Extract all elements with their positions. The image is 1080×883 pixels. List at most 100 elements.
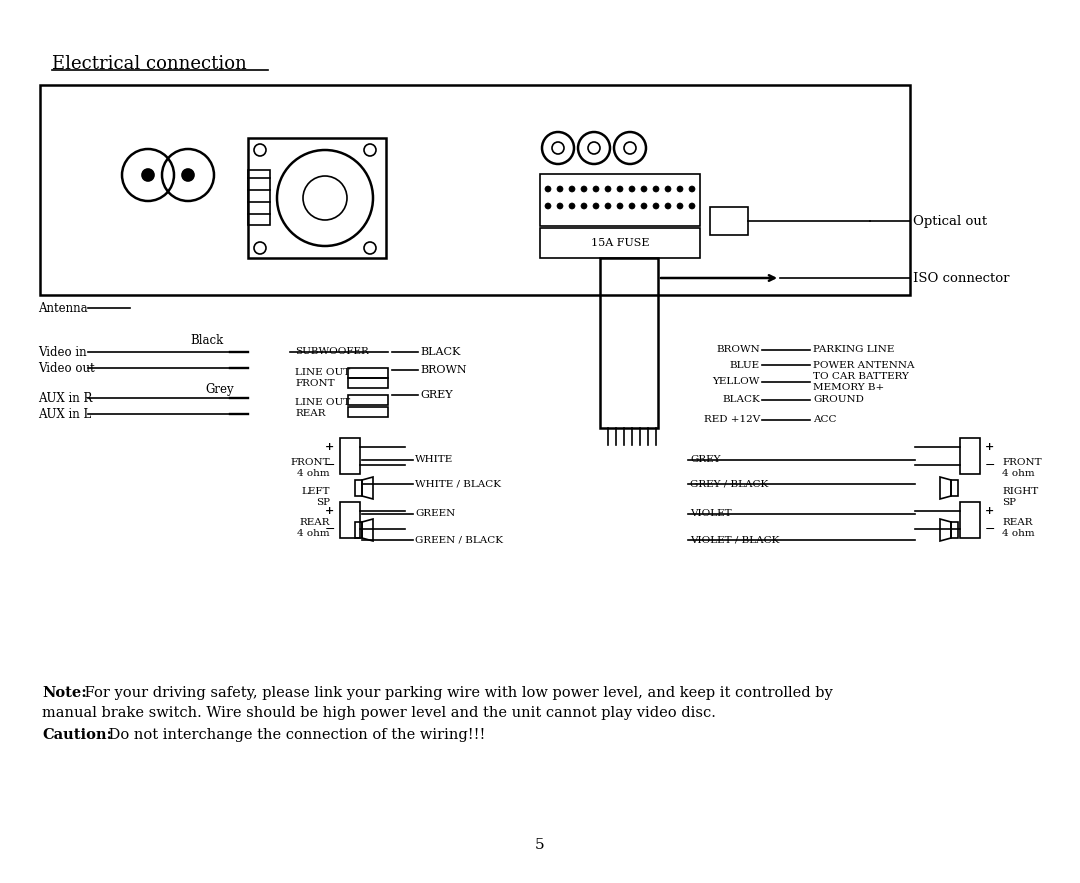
Text: +: + [325,505,335,517]
Circle shape [677,203,683,209]
Bar [40,85,910,295]
Text: +: + [325,442,335,452]
Bar [540,228,700,258]
Text: VIOLET: VIOLET [690,509,731,518]
Circle shape [642,203,647,209]
Text: WHITE / BLACK: WHITE / BLACK [415,479,501,488]
Text: BROWN: BROWN [716,345,760,354]
Text: VIOLET / BLACK: VIOLET / BLACK [690,535,780,545]
Circle shape [545,186,551,192]
Text: GREY / BLACK: GREY / BLACK [690,479,768,488]
Circle shape [141,169,154,181]
Bar [540,174,700,226]
Text: BROWN: BROWN [420,365,467,375]
Bar [248,138,386,258]
Circle shape [617,203,623,209]
Text: RIGHT
SP: RIGHT SP [1002,487,1038,507]
Circle shape [581,203,588,209]
Circle shape [569,203,575,209]
Circle shape [665,203,671,209]
Text: Electrical connection: Electrical connection [52,55,246,73]
Text: LINE OUT
FRONT: LINE OUT FRONT [295,368,350,388]
Text: Black: Black [190,334,224,346]
Text: manual brake switch. Wire should be high power level and the unit cannot play vi: manual brake switch. Wire should be high… [42,706,716,720]
Bar [600,258,658,428]
Text: −: − [985,458,996,472]
Text: GREEN: GREEN [415,509,456,518]
Text: GROUND: GROUND [813,396,864,404]
Text: Note:: Note: [42,686,86,700]
Text: BLACK: BLACK [420,347,460,357]
Text: Antenna: Antenna [38,301,87,314]
Bar [340,438,360,474]
Circle shape [557,186,563,192]
Circle shape [689,186,696,192]
Bar [348,395,388,405]
Text: Video out: Video out [38,361,95,374]
Text: Optical out: Optical out [913,215,987,228]
Bar [710,207,748,235]
Bar [951,480,958,496]
Text: +: + [985,505,995,517]
Text: 15A FUSE: 15A FUSE [591,238,649,248]
Circle shape [629,186,635,192]
Circle shape [665,186,671,192]
Text: FRONT
4 ohm: FRONT 4 ohm [1002,458,1041,478]
Text: ACC: ACC [813,416,837,425]
Text: −: − [325,523,335,535]
Text: FRONT
4 ohm: FRONT 4 ohm [291,458,330,478]
Text: BLUE: BLUE [730,360,760,369]
Text: GREY: GREY [690,456,720,464]
Text: Do not interchange the connection of the wiring!!!: Do not interchange the connection of the… [104,728,485,742]
Bar [355,522,362,538]
Bar [355,480,362,496]
Text: LEFT
SP: LEFT SP [301,487,330,507]
Text: SUBWOOFER: SUBWOOFER [295,348,368,357]
Circle shape [605,186,611,192]
Bar [960,438,980,474]
Circle shape [677,186,683,192]
Bar [248,170,270,225]
Text: Grey: Grey [205,383,233,396]
Circle shape [642,186,647,192]
Text: AUX in R: AUX in R [38,391,93,404]
Circle shape [569,186,575,192]
Text: For your driving safety, please link your parking wire with low power level, and: For your driving safety, please link you… [80,686,833,700]
Circle shape [653,186,659,192]
Text: TO CAR BATTERY
MEMORY B+: TO CAR BATTERY MEMORY B+ [813,373,909,392]
Circle shape [557,203,563,209]
Circle shape [593,186,599,192]
Text: +: + [985,442,995,452]
Circle shape [629,203,635,209]
Circle shape [545,203,551,209]
Text: REAR
4 ohm: REAR 4 ohm [297,518,330,538]
Text: REAR
4 ohm: REAR 4 ohm [1002,518,1035,538]
Bar [348,378,388,388]
Text: Caution:: Caution: [42,728,112,742]
Circle shape [581,186,588,192]
Text: POWER ANTENNA: POWER ANTENNA [813,360,915,369]
Circle shape [617,186,623,192]
Bar [951,522,958,538]
Bar [340,502,360,538]
Text: AUX in L: AUX in L [38,407,91,420]
Text: GREEN / BLACK: GREEN / BLACK [415,535,503,545]
Bar [348,407,388,417]
Text: BLACK: BLACK [723,396,760,404]
Text: WHITE: WHITE [415,456,454,464]
Text: YELLOW: YELLOW [713,378,760,387]
Circle shape [183,169,194,181]
Text: PARKING LINE: PARKING LINE [813,345,894,354]
Circle shape [593,203,599,209]
Text: RED +12V: RED +12V [704,416,760,425]
Bar [348,368,388,378]
Text: ISO connector: ISO connector [913,271,1010,284]
Text: GREY: GREY [420,390,453,400]
Text: 5: 5 [536,838,544,852]
Circle shape [653,203,659,209]
Text: −: − [985,523,996,535]
Circle shape [605,203,611,209]
Text: LINE OUT
REAR: LINE OUT REAR [295,398,350,418]
Circle shape [689,203,696,209]
Text: −: − [325,458,335,472]
